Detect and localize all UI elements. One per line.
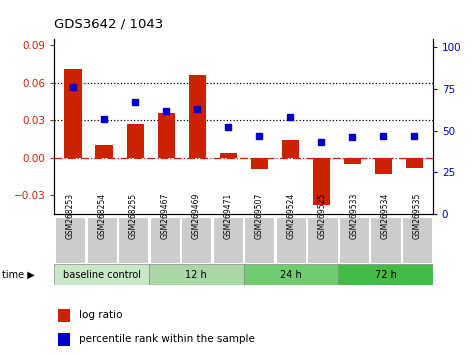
Bar [96, 145, 113, 158]
Text: GSM268255: GSM268255 [129, 193, 138, 239]
Text: 72 h: 72 h [375, 270, 396, 280]
Text: GSM268254: GSM268254 [97, 193, 106, 239]
Bar [406, 158, 423, 168]
Bar [339, 217, 369, 263]
Text: GSM269467: GSM269467 [160, 193, 169, 239]
Bar [338, 264, 433, 285]
Bar [313, 158, 330, 205]
Text: time ▶: time ▶ [2, 270, 35, 280]
Text: log ratio: log ratio [79, 310, 123, 320]
Text: GSM269534: GSM269534 [381, 193, 390, 239]
Bar [251, 158, 268, 169]
Text: 12 h: 12 h [185, 270, 207, 280]
Bar [375, 158, 392, 174]
Bar [213, 217, 243, 263]
Bar [58, 309, 70, 322]
Bar [343, 158, 361, 164]
Bar [158, 113, 175, 158]
Text: baseline control: baseline control [63, 270, 140, 280]
Bar [126, 124, 144, 158]
Text: GSM269525: GSM269525 [318, 193, 327, 239]
Text: percentile rank within the sample: percentile rank within the sample [79, 335, 255, 344]
Text: GDS3642 / 1043: GDS3642 / 1043 [54, 17, 164, 30]
Bar [281, 140, 298, 158]
Bar [87, 217, 117, 263]
Text: GSM269533: GSM269533 [350, 193, 359, 239]
Bar [118, 217, 149, 263]
Text: GSM269469: GSM269469 [192, 193, 201, 239]
Bar [58, 333, 70, 346]
Bar [307, 217, 338, 263]
Bar [54, 264, 149, 285]
Bar [219, 153, 236, 158]
Bar [244, 217, 274, 263]
Bar [189, 75, 206, 158]
Text: GSM269524: GSM269524 [286, 193, 296, 239]
Bar [276, 217, 306, 263]
Text: GSM268253: GSM268253 [66, 193, 75, 239]
Text: GSM269507: GSM269507 [255, 193, 264, 239]
Bar [55, 217, 85, 263]
Bar [149, 264, 244, 285]
Bar [370, 217, 401, 263]
Bar [244, 264, 338, 285]
Bar [64, 69, 81, 158]
Text: GSM269535: GSM269535 [412, 193, 421, 239]
Bar [181, 217, 211, 263]
Text: 24 h: 24 h [280, 270, 302, 280]
Bar [402, 217, 432, 263]
Bar [149, 217, 180, 263]
Text: GSM269471: GSM269471 [223, 193, 232, 239]
